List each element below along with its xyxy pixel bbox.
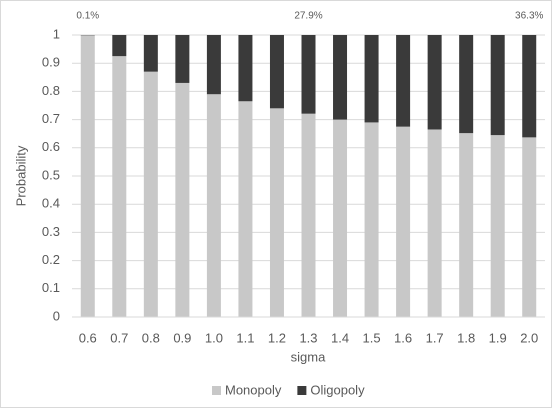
x-tick-label: 1.1 [236, 330, 254, 345]
bar-segment [112, 56, 126, 317]
bar-segment [491, 35, 505, 135]
y-tick-label: 1 [53, 26, 60, 41]
y-tick-label: 0.8 [42, 83, 60, 98]
bar-segment [396, 127, 410, 317]
bar-segment [175, 83, 189, 317]
bar-segment [144, 72, 158, 317]
legend-label: Monopoly [225, 382, 282, 397]
bar-segment [207, 94, 221, 317]
data-label: 36.3% [515, 11, 543, 22]
x-tick-label: 0.6 [79, 330, 97, 345]
x-tick-label: 1.7 [426, 330, 444, 345]
bar-segment [522, 137, 536, 317]
legend-swatch [297, 386, 306, 395]
y-tick-label: 0.5 [42, 167, 60, 182]
x-tick-label: 1.3 [299, 330, 317, 345]
y-tick-label: 0.6 [42, 139, 60, 154]
bar-segment [207, 35, 221, 94]
x-tick-label: 2.0 [520, 330, 538, 345]
bar-segment [302, 114, 316, 317]
legend-swatch [212, 386, 221, 395]
x-tick-label: 1.9 [489, 330, 507, 345]
bar-segment [81, 35, 95, 317]
x-tick-label: 0.9 [173, 330, 191, 345]
bar-segment [270, 108, 284, 317]
y-axis-title: Probability [13, 145, 28, 206]
y-tick-label: 0.4 [42, 196, 60, 211]
bar-segment [238, 101, 252, 317]
x-axis-title: sigma [291, 349, 326, 364]
x-tick-label: 1.8 [457, 330, 475, 345]
bar-segment [522, 35, 536, 137]
x-tick-label: 0.8 [142, 330, 160, 345]
bar-segment [491, 135, 505, 317]
bar-segment [459, 133, 473, 317]
bar-segment [428, 129, 442, 317]
x-tick-label: 0.7 [110, 330, 128, 345]
x-tick-label: 1.4 [331, 330, 349, 345]
bar-segment [365, 35, 379, 122]
y-tick-label: 0.3 [42, 224, 60, 239]
bar-segment [333, 120, 347, 317]
x-tick-label: 1.6 [394, 330, 412, 345]
x-tick-label: 1.0 [205, 330, 223, 345]
bar-segment [112, 35, 126, 56]
bar-segment [396, 35, 410, 127]
bar-segment [333, 35, 347, 120]
data-label: 27.9% [294, 11, 322, 22]
bar-segment [175, 35, 189, 83]
y-tick-label: 0.1 [42, 280, 60, 295]
bar-segment [365, 122, 379, 317]
bar-segment [270, 35, 284, 108]
bar-segment [302, 35, 316, 114]
legend-label: Oligopoly [310, 382, 365, 397]
y-tick-label: 0.2 [42, 252, 60, 267]
bar-segment [428, 35, 442, 129]
bar-segment [459, 35, 473, 133]
bar-segment [144, 35, 158, 72]
x-tick-label: 1.5 [363, 330, 381, 345]
data-label: 0.1% [76, 11, 99, 22]
y-tick-label: 0 [53, 308, 60, 323]
y-tick-label: 0.9 [42, 55, 60, 70]
x-tick-label: 1.2 [268, 330, 286, 345]
y-tick-label: 0.7 [42, 111, 60, 126]
bar-segment [238, 35, 252, 101]
